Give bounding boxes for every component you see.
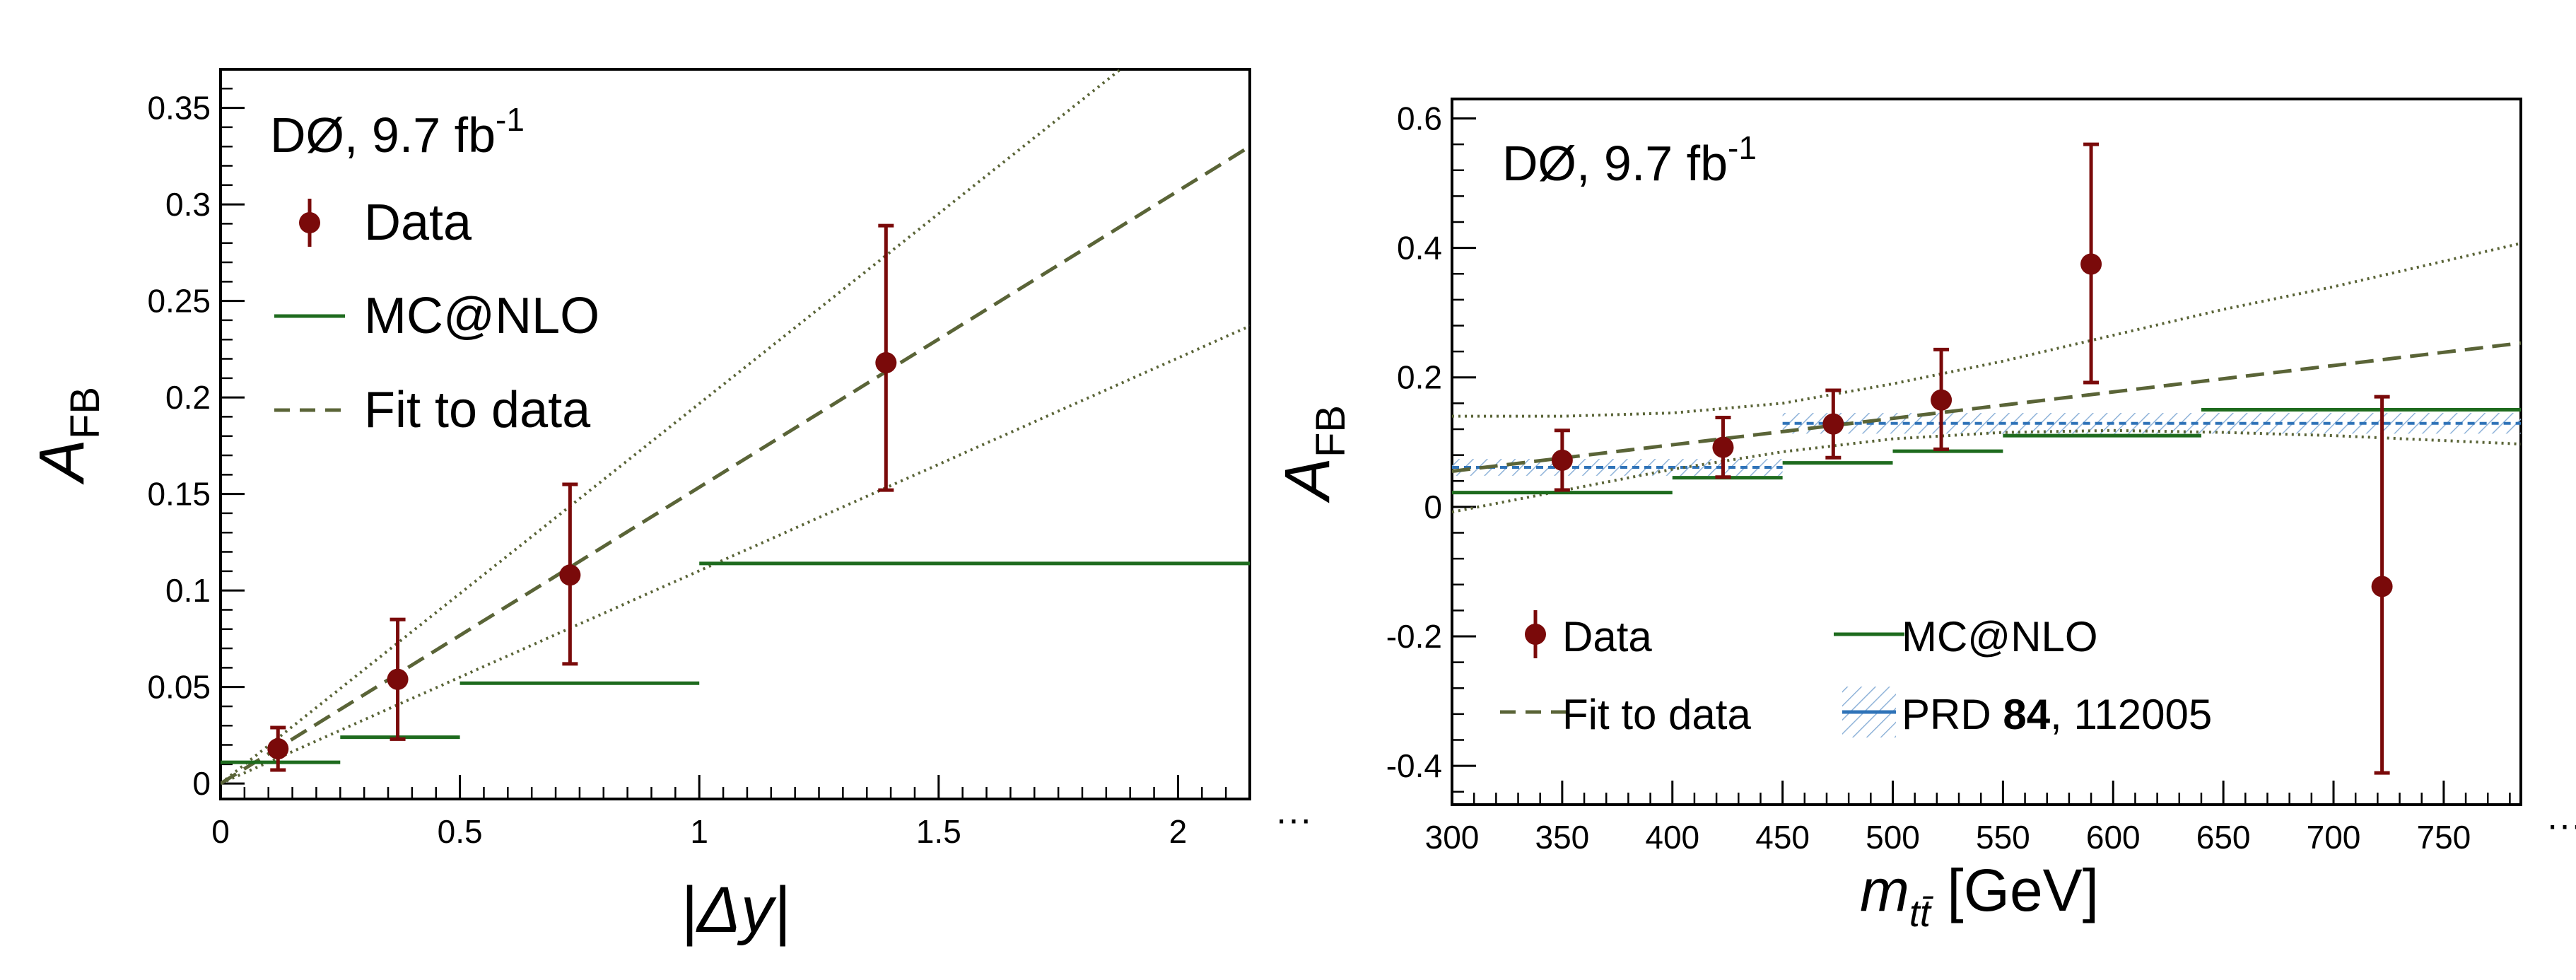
chart1-xtick-label: 2 <box>1169 813 1188 850</box>
chart1-annotation-sup: -1 <box>496 101 525 138</box>
chart1-ytick-label: 0 <box>192 765 211 802</box>
chart1-xtick-label: 0.5 <box>438 813 483 850</box>
chart2-legend-label: PRD 84, 112005 <box>1902 691 2212 738</box>
chart1-legend-label: Data <box>364 194 472 251</box>
chart1-ytick-label: 0.3 <box>165 186 211 223</box>
chart1-data-point <box>559 564 581 586</box>
chart1-legend-data-marker <box>299 212 320 233</box>
chart2-ytick-label: 0 <box>1424 489 1442 525</box>
chart2-legend-entry-3: PRD 84, 112005 <box>1842 687 2212 738</box>
chart1-ytick-label: 0.25 <box>147 283 211 320</box>
chart1-annotation: DØ, 9.7 fb-1 <box>270 101 525 163</box>
chart2-ytick-label: -0.2 <box>1386 618 1442 655</box>
chart1-data-point <box>387 668 409 690</box>
chart2-legend-label: Data <box>1562 613 1652 660</box>
chart2-xtick-label: 500 <box>1866 819 1920 856</box>
chart1-legend-entry-2: Fit to data <box>274 382 591 438</box>
chart1-ylabel: AFB <box>27 387 108 485</box>
chart2-axis-break-dots: ··· <box>2546 805 2576 846</box>
chart2-xtick-label: 750 <box>2417 819 2471 856</box>
chart2-xtick-label: 350 <box>1535 819 1590 856</box>
chart2-ytick-label: 0.6 <box>1397 100 1442 136</box>
chart1-ylabel-base: A <box>27 439 98 485</box>
chart2-data-point <box>1712 436 1734 458</box>
chart2-ylabel: AFB <box>1272 405 1354 503</box>
chart2-xlabel-unit: [GeV] <box>1931 857 2099 923</box>
chart2-fit-band-upper <box>1452 242 2521 418</box>
chart1-ytick-label: 0.35 <box>147 90 211 127</box>
chart2-legend-data-marker <box>1525 624 1546 645</box>
chart2-ytick-label: -0.4 <box>1386 747 1442 784</box>
chart1-data-point <box>267 738 289 760</box>
chart2-legend-label-pre: PRD <box>1902 691 2003 738</box>
chart2-legend-entry-1: MC@NLO <box>1834 613 2098 660</box>
chart1-ytick-label: 0.15 <box>147 476 211 513</box>
chart1-axis-break-dots: ··· <box>1275 799 1312 840</box>
chart1-ytick-label: 0.05 <box>147 669 211 706</box>
chart2-data-point <box>1551 449 1573 471</box>
chart1-legend-label: Fit to data <box>364 382 591 438</box>
chart2-ylabel-sub: FB <box>1308 405 1354 457</box>
chart2-xtick-label: 400 <box>1645 819 1699 856</box>
chart2-legend-label: Fit to data <box>1562 691 1751 738</box>
chart1-fit-band-upper <box>221 69 1122 785</box>
chart2-xtick-label: 450 <box>1755 819 1810 856</box>
chart2-fit-line <box>1452 341 2521 473</box>
chart2-prd-band <box>1452 459 1783 476</box>
chart2-ytick-label: 0.2 <box>1397 359 1442 396</box>
chart1-xlabel: |Δy| <box>680 874 790 947</box>
chart1-legend-entry-1: MC@NLO <box>274 288 599 344</box>
chart1-xtick-label: 0 <box>211 813 230 850</box>
chart2-frame <box>1451 98 2522 806</box>
chart2-data-point <box>1822 413 1844 435</box>
chart2-xtick-label: 700 <box>2307 819 2361 856</box>
chart2-legend-entry-2: Fit to data <box>1500 691 1751 738</box>
left-chart-panel: 0 0.5 1 1.5 2 0 0.05 0.1 0.15 0.2 0.25 0.3 0.35 ··· DØ… <box>27 68 1312 947</box>
chart2-xtick-label: 650 <box>2196 819 2251 856</box>
chart2-xtick-label: 600 <box>2086 819 2141 856</box>
chart2-xtick-label: 550 <box>1976 819 2030 856</box>
chart1-ytick-label: 0.1 <box>165 572 211 609</box>
chart2-annotation: DØ, 9.7 fb-1 <box>1502 129 1757 191</box>
chart1-xtick-label: 1 <box>690 813 708 850</box>
chart2-xlabel-sub: tt̄ <box>1909 892 1934 935</box>
chart1-ylabel-sub: FB <box>62 387 108 439</box>
chart2-data-point <box>2080 253 2102 275</box>
chart2-legend-entry-0: Data <box>1525 610 1652 660</box>
chart1-legend-entry-0: Data <box>299 194 472 251</box>
chart1-data-point <box>875 351 897 373</box>
chart2-annotation-text: DØ, 9.7 fb <box>1502 136 1728 191</box>
chart2-legend-label-bold: 84 <box>2003 691 2050 738</box>
chart1-frame <box>219 68 1251 800</box>
chart2-legend-label-post: , 112005 <box>2050 691 2212 738</box>
chart2-legend-label: MC@NLO <box>1902 613 2098 660</box>
chart2-xlabel-base: m <box>1860 857 1909 923</box>
chart2-data-point <box>1931 389 1953 411</box>
chart2-xtick-label: 300 <box>1425 819 1480 856</box>
chart1-legend-label: MC@NLO <box>364 288 599 344</box>
chart1-xtick-label: 1.5 <box>916 813 961 850</box>
chart2-annotation-sup: -1 <box>1728 129 1757 166</box>
chart1-plot-area <box>221 69 1250 786</box>
chart1-ytick-label: 0.2 <box>165 379 211 416</box>
chart2-ylabel-base: A <box>1272 457 1343 503</box>
right-chart-panel: 300 350 400 450 500 550 600 650 700 750 -0.4 -0.2 0 0… <box>1272 98 2576 935</box>
chart2-ytick-label: 0.4 <box>1397 230 1442 267</box>
chart2-data-point <box>2371 576 2393 597</box>
chart1-annotation-text: DØ, 9.7 fb <box>270 107 496 163</box>
chart2-xlabel: mtt̄ [GeV] <box>1860 857 2099 935</box>
chart2-plot-area <box>1452 142 2521 775</box>
